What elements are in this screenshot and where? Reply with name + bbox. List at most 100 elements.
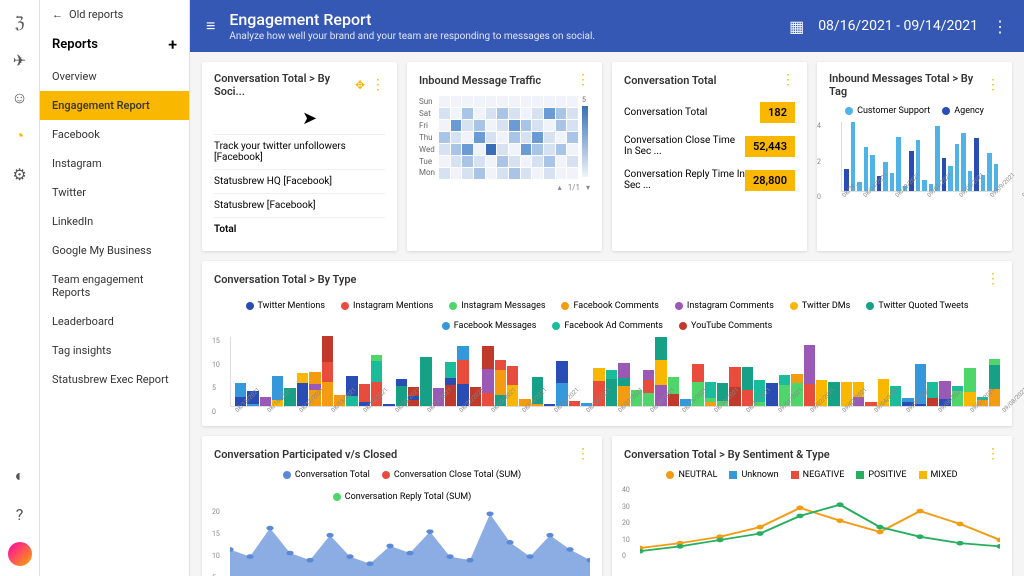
stat-row: Conversation Reply Time In Sec ...28,800 bbox=[624, 163, 795, 197]
sidebar-item[interactable]: Instagram bbox=[40, 149, 189, 178]
card-menu-icon[interactable]: ⋮ bbox=[986, 446, 1000, 462]
next-icon[interactable]: ▾ bbox=[586, 183, 590, 192]
heatmap-cell bbox=[486, 96, 497, 107]
prev-icon[interactable]: ▴ bbox=[558, 183, 562, 192]
heatmap-cell bbox=[462, 108, 473, 119]
heatmap-cell bbox=[474, 96, 485, 107]
heatmap-cell bbox=[497, 120, 508, 131]
legend-item: Facebook Ad Comments bbox=[552, 321, 663, 331]
heatmap-day-label: Fri bbox=[419, 121, 435, 130]
heatmap-day-label: Tue bbox=[419, 157, 435, 166]
bar-group bbox=[445, 362, 456, 406]
customize-icon[interactable]: ▦ bbox=[789, 17, 804, 36]
heatmap-cell bbox=[556, 108, 567, 119]
sidebar-item[interactable]: Statusbrew Exec Report bbox=[40, 365, 189, 394]
card-menu-icon[interactable]: ⋮ bbox=[986, 77, 1000, 93]
avatar[interactable] bbox=[8, 542, 32, 566]
heatmap-cell bbox=[439, 108, 450, 119]
ytick: 20 bbox=[212, 508, 220, 516]
legend-item: NEUTRAL bbox=[666, 470, 717, 480]
stat-row: Conversation Total182 bbox=[624, 96, 795, 129]
inbox-icon[interactable]: ☺ bbox=[10, 88, 30, 108]
sidebar-item[interactable]: Engagement Report bbox=[40, 91, 189, 120]
card-title: Inbound Message Traffic bbox=[419, 74, 541, 87]
bar bbox=[987, 153, 992, 191]
sidebar-item[interactable]: Facebook bbox=[40, 120, 189, 149]
sidebar-item[interactable]: LinkedIn bbox=[40, 207, 189, 236]
more-icon[interactable]: ⋮ bbox=[992, 17, 1008, 36]
ytick: 30 bbox=[622, 503, 630, 511]
heatmap-cell bbox=[497, 132, 508, 143]
heatmap-cell bbox=[556, 132, 567, 143]
legend-item: Instagram Mentions bbox=[341, 301, 433, 311]
card-menu-icon[interactable]: ⋮ bbox=[781, 72, 795, 88]
sidebar-item[interactable]: Overview bbox=[40, 62, 189, 91]
stat-label: Conversation Close Time In Sec ... bbox=[624, 135, 745, 157]
sidebar-item[interactable]: Leaderboard bbox=[40, 307, 189, 336]
bar bbox=[961, 133, 966, 191]
heatmap-cell bbox=[486, 132, 497, 143]
card-menu-icon[interactable]: ⋮ bbox=[576, 72, 590, 88]
heatmap-cell bbox=[544, 132, 555, 143]
ytick: 0 bbox=[212, 408, 220, 416]
ytick: 15 bbox=[212, 337, 220, 345]
date-range[interactable]: 08/16/2021 - 09/14/2021 bbox=[818, 18, 978, 34]
heatmap-cell bbox=[532, 96, 543, 107]
bar-group bbox=[989, 359, 1000, 406]
heatmap-cell bbox=[556, 120, 567, 131]
heatmap-cell bbox=[451, 168, 462, 179]
bar-group bbox=[544, 404, 555, 406]
heatmap-cell bbox=[462, 120, 473, 131]
card-menu-icon[interactable]: ⋮ bbox=[576, 446, 590, 462]
card-by-sentiment: Conversation Total > By Sentiment & Type… bbox=[612, 436, 1012, 576]
sidebar-item[interactable]: Team engagement Reports bbox=[40, 265, 189, 307]
heatmap-cell bbox=[509, 156, 520, 167]
heatmap-cell bbox=[474, 144, 485, 155]
bar-group bbox=[482, 346, 493, 406]
heatmap-cell bbox=[556, 144, 567, 155]
ytick: 10 bbox=[622, 536, 630, 544]
heatmap-cell bbox=[451, 96, 462, 107]
heatmap-cell bbox=[532, 144, 543, 155]
hamburger-icon[interactable]: ≡ bbox=[206, 16, 215, 36]
add-icon[interactable]: + bbox=[168, 35, 177, 54]
page-title: Engagement Report bbox=[229, 10, 775, 29]
theme-icon[interactable]: ◐ bbox=[10, 466, 30, 486]
heatmap-cell bbox=[486, 168, 497, 179]
bar bbox=[864, 147, 869, 191]
ytick: 10 bbox=[212, 552, 220, 560]
card-menu-icon[interactable]: ⋮ bbox=[986, 271, 1000, 287]
stat-value: 52,443 bbox=[745, 136, 795, 157]
heatmap-day-label: Sun bbox=[419, 97, 435, 106]
heatmap-cell bbox=[474, 156, 485, 167]
ytick: 0 bbox=[622, 552, 630, 560]
send-icon[interactable]: ✈ bbox=[10, 50, 30, 70]
back-link[interactable]: ← Old reports bbox=[40, 0, 189, 29]
heatmap-cell bbox=[567, 108, 578, 119]
legend-item: Conversation Total bbox=[283, 470, 370, 480]
logo-icon[interactable]: ℨ bbox=[10, 12, 30, 32]
heatmap-day-label: Mon bbox=[419, 168, 435, 177]
drag-icon[interactable]: ✥ bbox=[355, 78, 365, 92]
list-item: Statusbrew HQ [Facebook] bbox=[214, 170, 385, 194]
reports-icon[interactable]: ◔ bbox=[10, 126, 30, 146]
card-title: Conversation Total > By Sentiment & Type bbox=[624, 448, 830, 461]
heatmap-cell bbox=[497, 156, 508, 167]
heatmap-cell bbox=[451, 108, 462, 119]
legend-item: Conversation Close Total (SUM) bbox=[382, 470, 521, 480]
heatmap-cell bbox=[544, 144, 555, 155]
stat-label: Conversation Reply Time In Sec ... bbox=[624, 169, 745, 191]
bar-group bbox=[457, 346, 468, 406]
help-icon[interactable]: ? bbox=[10, 504, 30, 524]
heatmap-cell bbox=[497, 108, 508, 119]
settings-icon[interactable]: ⚙ bbox=[10, 164, 30, 184]
topbar: ≡ Engagement Report Analyze how well you… bbox=[190, 0, 1024, 52]
heatmap-cell bbox=[486, 156, 497, 167]
sidebar-item[interactable]: Tag insights bbox=[40, 336, 189, 365]
sidebar-item[interactable]: Twitter bbox=[40, 178, 189, 207]
heatmap-cell bbox=[509, 108, 520, 119]
sidebar-item[interactable]: Google My Business bbox=[40, 236, 189, 265]
card-menu-icon[interactable]: ⋮ bbox=[371, 77, 385, 93]
heatmap-cell bbox=[474, 132, 485, 143]
heatmap-cell bbox=[462, 96, 473, 107]
